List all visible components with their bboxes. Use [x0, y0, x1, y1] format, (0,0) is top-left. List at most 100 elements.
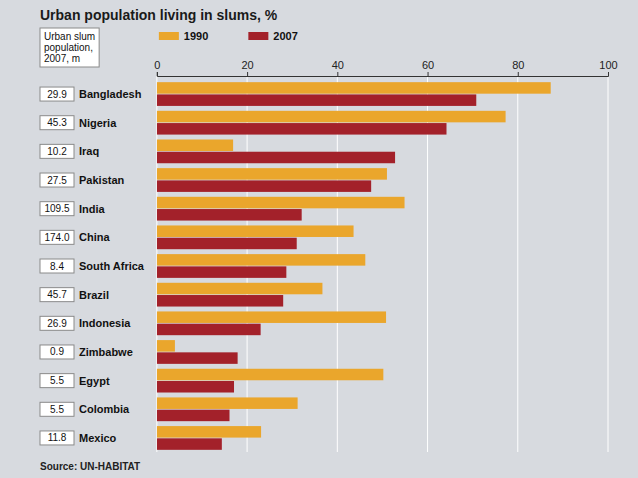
slum-population-value: 0.9	[50, 346, 64, 357]
category-label: Indonesia	[79, 317, 131, 329]
tick-label: 100	[599, 59, 617, 71]
tick-label: 60	[422, 59, 434, 71]
slum-population-value: 109.5	[44, 203, 69, 214]
tick: 20	[241, 59, 253, 76]
category-label: Pakistan	[79, 174, 125, 186]
value-box	[40, 374, 74, 388]
value-box	[40, 402, 74, 416]
slum-population-value: 45.7	[47, 289, 67, 300]
bar	[157, 369, 383, 381]
tick-mark	[608, 72, 609, 76]
value-box	[40, 431, 74, 445]
tick-label: 0	[154, 59, 160, 71]
bar	[157, 397, 298, 409]
bars	[157, 82, 551, 450]
header-text: Urban slumpopulation,2007, m	[44, 31, 95, 64]
slum-population-value: 8.4	[50, 261, 64, 272]
bar	[157, 410, 230, 422]
value-box	[40, 144, 74, 158]
bar	[157, 238, 297, 250]
category-label: Nigeria	[79, 117, 117, 129]
bar	[157, 123, 447, 135]
header-box	[40, 28, 99, 67]
tick-mark	[157, 72, 158, 76]
slum-population-value: 27.5	[47, 175, 67, 186]
tick-mark	[247, 72, 248, 76]
category-label: China	[79, 231, 110, 243]
bar	[157, 82, 551, 94]
category-label: South Africa	[79, 260, 145, 272]
bar	[157, 381, 234, 393]
bar	[157, 311, 386, 323]
category-label: Egypt	[79, 375, 110, 387]
background	[0, 0, 638, 478]
legend-swatch	[159, 32, 179, 40]
tick: 60	[422, 59, 434, 76]
slum-population-value: 5.5	[50, 375, 64, 386]
value-box	[40, 116, 74, 130]
bar	[157, 254, 365, 266]
value-box	[40, 259, 74, 273]
bar	[157, 111, 506, 123]
tick: 100	[599, 59, 617, 76]
bar	[157, 426, 261, 438]
bar	[157, 352, 238, 364]
slum-population-header: Urban slumpopulation,2007, m	[40, 28, 99, 67]
tick: 40	[332, 59, 344, 76]
category-label: Iraq	[79, 145, 99, 157]
x-axis: 0 20 40 60 80 100	[154, 59, 617, 77]
value-box	[40, 173, 74, 187]
category-labels: Bangladesh Nigeria Iraq Pakistan India China S…	[79, 88, 145, 444]
category-label: Bangladesh	[79, 88, 142, 100]
category-label: Brazil	[79, 289, 109, 301]
source-note: Source: UN-HABITAT	[40, 461, 140, 472]
tick-mark	[337, 72, 338, 76]
legend: 1990 2007	[159, 30, 298, 42]
value-box	[40, 288, 74, 302]
bar	[157, 324, 261, 336]
chart-container: Urban population living in slums, % Bangl…	[0, 0, 638, 478]
value-box	[40, 230, 74, 244]
x-axis-line	[157, 72, 608, 77]
bar	[157, 283, 323, 295]
grid-line	[517, 76, 518, 452]
bar	[157, 94, 476, 106]
category-label: Mexico	[79, 432, 117, 444]
bar	[157, 168, 387, 180]
tick: 80	[512, 59, 524, 76]
slum-population-value: 5.5	[50, 404, 64, 415]
tick-label: 80	[512, 59, 524, 71]
bar	[157, 438, 222, 450]
slum-population-value: 174.0	[44, 232, 69, 243]
category-label: India	[79, 203, 106, 215]
value-box	[40, 316, 74, 330]
tick-mark	[518, 72, 519, 76]
legend-swatch	[248, 32, 268, 40]
value-box	[40, 345, 74, 359]
bar	[157, 340, 175, 352]
slum-population-column: 29.9 45.3 10.2 27.5 109.5 174.0 8.4 45.7 26.9 0.9…	[40, 87, 74, 445]
slum-population-value: 10.2	[47, 146, 67, 157]
bar	[157, 152, 395, 164]
slum-population-value: 29.9	[47, 89, 67, 100]
bar	[157, 197, 405, 209]
bar	[157, 225, 354, 237]
tick-mark	[428, 72, 429, 76]
bar	[157, 139, 233, 151]
legend-label: 1990	[184, 30, 208, 42]
slum-population-value: 45.3	[47, 117, 67, 128]
bar	[157, 295, 283, 307]
title: Urban population living in slums, %	[40, 7, 278, 23]
legend-label: 2007	[273, 30, 297, 42]
value-box	[40, 202, 74, 216]
slum-population-value: 26.9	[47, 318, 67, 329]
grid	[157, 76, 608, 452]
chart-svg: Urban population living in slums, % Bangl…	[0, 0, 638, 478]
bar	[157, 266, 286, 278]
bar	[157, 209, 302, 221]
category-label: Colombia	[79, 403, 130, 415]
category-label: Zimbabwe	[79, 346, 133, 358]
tick-label: 20	[241, 59, 253, 71]
tick: 0	[154, 59, 160, 76]
bar	[157, 180, 371, 192]
